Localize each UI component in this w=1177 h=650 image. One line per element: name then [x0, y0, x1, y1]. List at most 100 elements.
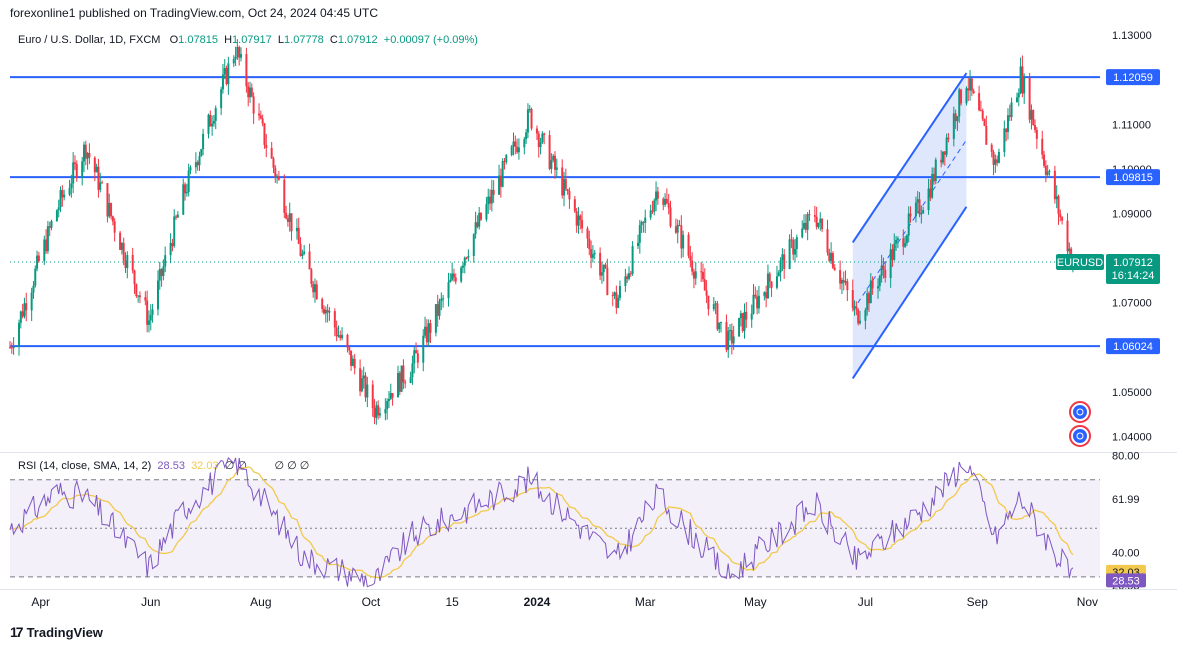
candle-body	[918, 199, 921, 215]
candle	[940, 150, 943, 168]
candle	[1057, 194, 1060, 225]
rsi-tick-label: 40.00	[1112, 548, 1140, 560]
candle-body	[274, 167, 277, 178]
candle-body	[554, 155, 556, 170]
candle-body	[1043, 154, 1046, 166]
candle-body	[113, 221, 116, 233]
candle	[378, 407, 381, 419]
candle-body	[552, 155, 555, 161]
candle	[61, 185, 64, 207]
candle-body	[120, 242, 123, 250]
candle	[93, 156, 96, 182]
candle-body	[427, 323, 430, 343]
publish-header: forexonline1 published on TradingView.co…	[10, 6, 379, 20]
candle-body	[770, 281, 773, 288]
candle	[729, 324, 732, 341]
candle	[839, 260, 842, 290]
candle	[927, 178, 930, 215]
candle-body	[880, 265, 883, 276]
candle	[768, 271, 771, 289]
candle-body	[451, 273, 454, 280]
candle-body	[548, 135, 551, 169]
candle-body	[259, 115, 262, 119]
candle	[454, 273, 457, 285]
candle	[877, 278, 880, 299]
rsi-title[interactable]: RSI (14, close, SMA, 14, 2)	[18, 460, 152, 472]
candle-body	[175, 216, 178, 218]
candle-body	[792, 239, 795, 255]
x-tick-label: 15	[445, 595, 459, 609]
candle	[274, 164, 277, 183]
candle-body	[220, 89, 223, 109]
candle-body	[752, 294, 755, 314]
candle-body	[564, 178, 567, 190]
candle-body	[252, 96, 255, 114]
candle-body	[739, 313, 742, 319]
candle-body	[1057, 196, 1060, 214]
x-tick-label: Jul	[858, 595, 873, 609]
candle-body	[501, 161, 504, 187]
candle	[32, 281, 35, 299]
candle	[111, 215, 114, 226]
candle	[353, 353, 356, 375]
candle	[286, 214, 289, 227]
candle-body	[158, 269, 161, 281]
candle	[18, 319, 21, 356]
candle-body	[209, 114, 212, 127]
candle-body	[1059, 213, 1062, 218]
rsi-tick-label: 80.00	[1112, 450, 1140, 462]
candle-body	[871, 280, 874, 289]
candle	[348, 346, 351, 355]
candle-body	[324, 309, 327, 314]
candle-body	[649, 210, 652, 218]
candle	[101, 180, 104, 184]
candle	[25, 292, 28, 322]
candle	[122, 237, 125, 266]
candle	[754, 286, 757, 299]
candle-body	[1023, 77, 1026, 94]
candle-body	[638, 225, 641, 243]
candle-body	[505, 155, 508, 163]
candle	[893, 233, 896, 261]
candle-body	[162, 266, 165, 276]
candle-body	[864, 310, 867, 321]
candle	[409, 371, 412, 384]
candle-body	[360, 378, 363, 392]
candle-body	[463, 257, 466, 266]
candle	[436, 294, 439, 327]
candle	[941, 151, 944, 165]
candle-body	[402, 365, 405, 383]
candle	[221, 63, 224, 94]
candle-body	[866, 293, 869, 311]
candle-body	[905, 235, 908, 244]
candle-body	[82, 144, 85, 162]
economic-event-icon[interactable]	[1069, 425, 1091, 447]
candle-body	[147, 320, 150, 325]
candle	[902, 229, 905, 255]
candle-body	[146, 300, 149, 325]
candle	[461, 262, 464, 274]
candle-body	[436, 304, 439, 316]
candle-body	[561, 167, 564, 196]
candle-body	[611, 295, 614, 297]
candle-body	[967, 88, 970, 91]
candle	[108, 193, 111, 219]
candle	[124, 252, 127, 273]
candle	[996, 155, 999, 167]
candle-body	[790, 239, 793, 241]
candle-body	[813, 215, 816, 217]
candle-body	[644, 217, 647, 223]
economic-event-icon[interactable]	[1069, 401, 1091, 423]
candle	[135, 283, 138, 299]
candle-body	[239, 54, 242, 58]
candle-body	[840, 280, 843, 284]
candle	[817, 222, 820, 229]
candle-body	[467, 255, 470, 258]
candle-body	[315, 284, 318, 299]
candle-body	[618, 286, 621, 298]
candle	[985, 115, 988, 145]
change-value: +0.00097 (+0.09%)	[383, 34, 478, 46]
symbol-title[interactable]: Euro / U.S. Dollar, 1D, FXCM	[18, 34, 161, 46]
candle-body	[579, 215, 582, 220]
